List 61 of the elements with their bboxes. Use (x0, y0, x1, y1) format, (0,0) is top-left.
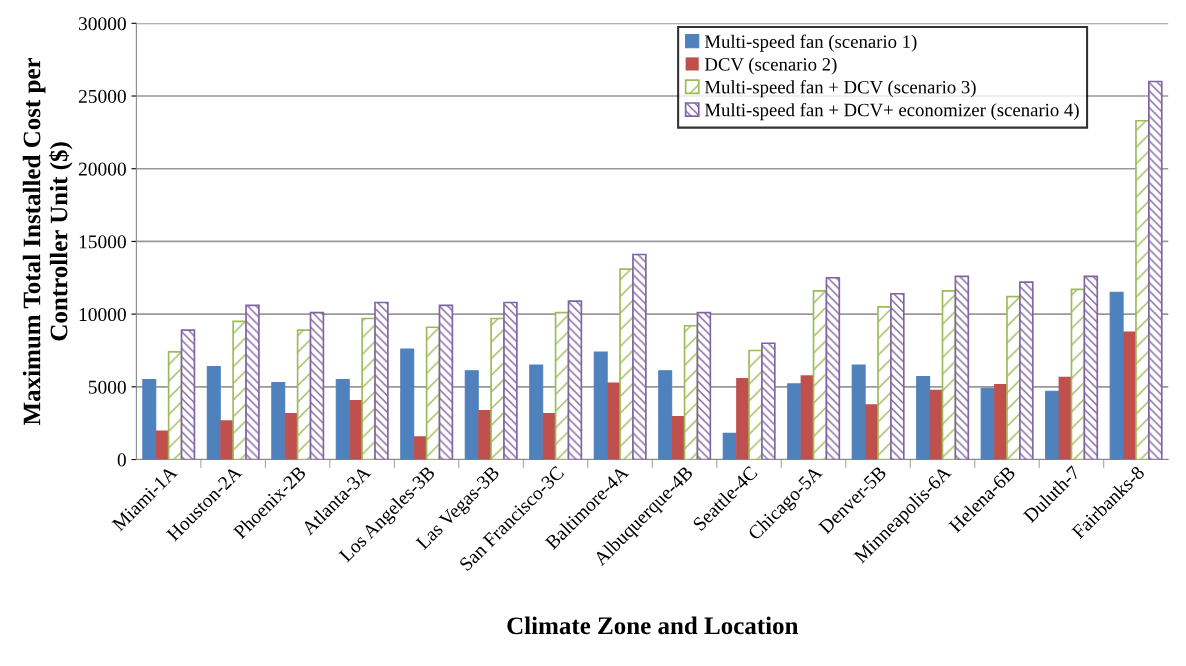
bar (220, 420, 234, 460)
bar (349, 399, 363, 460)
legend-label: Multi-speed fan + DCV (scenario 3) (704, 80, 976, 98)
y-tick-label: 0 (117, 453, 126, 467)
y-tick-label: 20000 (78, 162, 126, 176)
y-tick-label: 10000 (79, 307, 126, 322)
bar (761, 342, 776, 460)
bar (1109, 291, 1124, 460)
bar (736, 378, 750, 460)
bar (478, 410, 492, 460)
bar (1148, 80, 1163, 460)
bar (825, 276, 841, 460)
bar (464, 370, 479, 460)
y-tick-label: 15000 (79, 235, 126, 249)
bar (1083, 275, 1099, 460)
legend-label: DCV (scenario 2) (704, 57, 837, 75)
bar (916, 376, 931, 460)
bar (155, 430, 169, 460)
y-tick-label: 5000 (88, 380, 126, 394)
bar (632, 253, 647, 460)
bar (438, 304, 454, 460)
bar (929, 389, 943, 460)
bar (1045, 390, 1060, 460)
bar (722, 432, 737, 460)
y-tick-label: 30000 (78, 17, 126, 31)
bar (671, 415, 685, 460)
bar (851, 364, 866, 460)
y-axis-title: Maximum Total Installed Cost per Controller Unit ($) (22, 57, 73, 426)
bar (593, 351, 608, 460)
bar (374, 301, 389, 460)
bar (335, 379, 350, 460)
y-tick-label: 25000 (78, 89, 126, 103)
bar (284, 413, 298, 460)
bar (503, 301, 518, 460)
bar (180, 329, 196, 460)
bar (954, 275, 970, 460)
bar (980, 387, 995, 460)
bar (800, 375, 814, 460)
bar (206, 365, 221, 460)
bar (658, 370, 673, 460)
bar (400, 348, 415, 460)
bar (787, 383, 802, 460)
bar (529, 364, 544, 460)
x-axis-title: Climate Zone and Location (507, 616, 799, 635)
bar (271, 381, 286, 460)
bar (245, 304, 260, 460)
bar (1058, 376, 1072, 460)
bar (607, 382, 621, 460)
legend-label: Multi-speed fan (scenario 1) (704, 34, 917, 52)
bar (994, 383, 1007, 460)
bar (413, 436, 427, 460)
bar (567, 300, 583, 460)
bar (309, 311, 325, 460)
bar (865, 404, 879, 460)
bar (890, 292, 905, 460)
bar (1019, 281, 1034, 460)
bar (696, 311, 712, 460)
bar (542, 413, 556, 460)
legend-label: Multi-speed fan + DCV+ economizer (scenario 4) (704, 102, 1079, 121)
bar (142, 379, 157, 460)
bar (1123, 331, 1136, 460)
